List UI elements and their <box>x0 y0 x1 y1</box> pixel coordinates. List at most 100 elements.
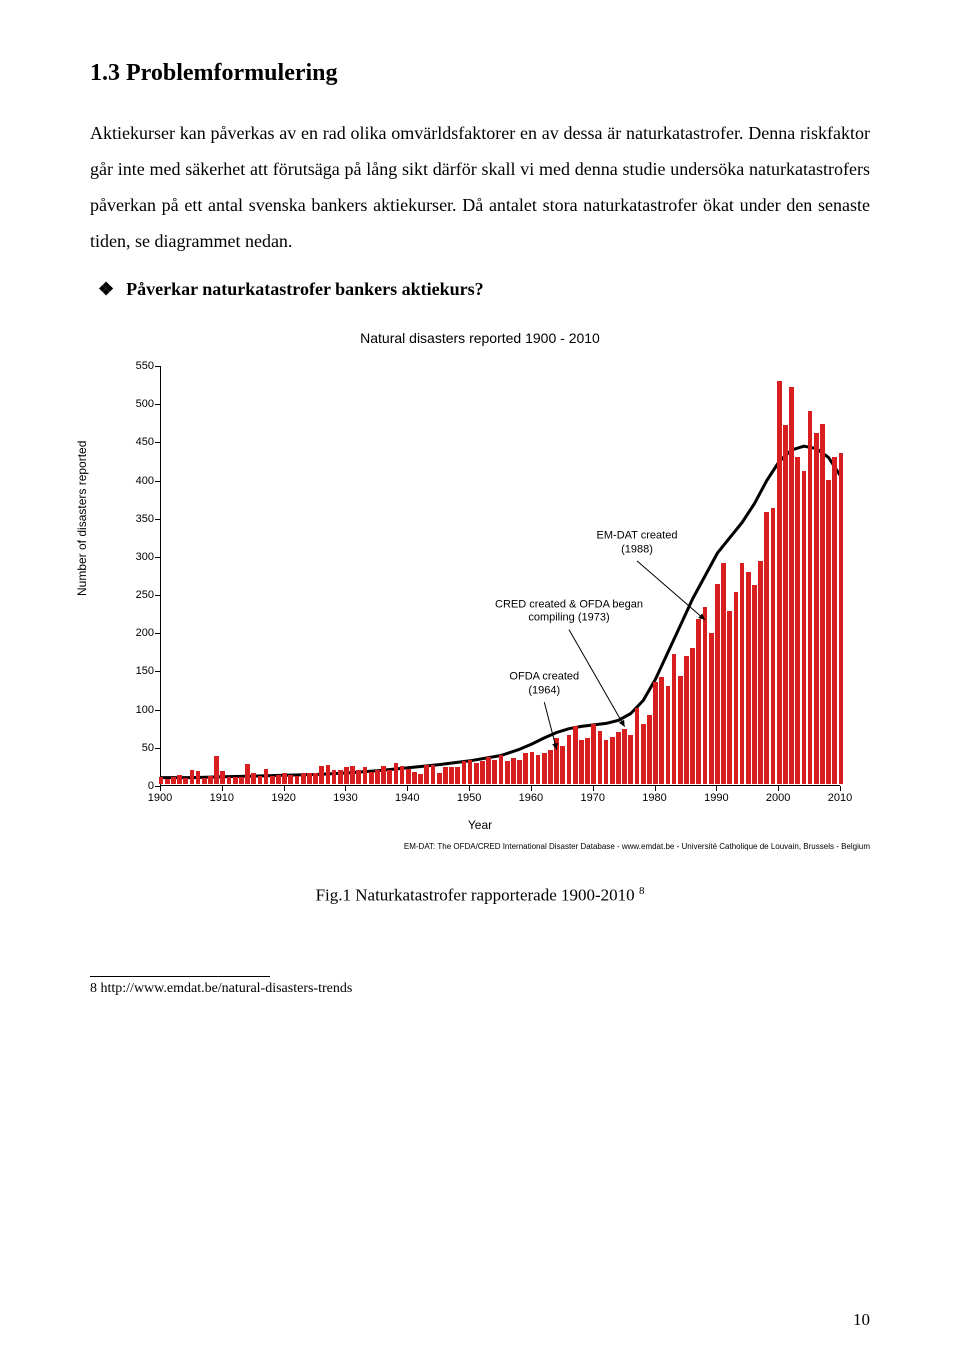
chart-annotation: CRED created & OFDA begancompiling (1973… <box>495 598 643 626</box>
bar <box>542 753 547 784</box>
ytick-mark <box>155 366 160 367</box>
xtick-mark <box>593 786 594 791</box>
bar <box>492 760 497 784</box>
figure-caption: Fig.1 Naturkatastrofer rapporterade 1900… <box>90 885 870 906</box>
bar <box>696 619 701 784</box>
figure-caption-text: Fig.1 Naturkatastrofer rapporterade 1900… <box>316 886 635 905</box>
bar <box>839 453 844 784</box>
xtick-label: 2000 <box>766 792 790 804</box>
bar <box>387 770 392 784</box>
bar <box>301 773 306 784</box>
ytick-label: 300 <box>120 551 154 563</box>
ytick-label: 150 <box>120 665 154 677</box>
ytick-mark <box>155 442 160 443</box>
bar <box>375 770 380 785</box>
bar <box>338 770 343 785</box>
bar <box>313 773 318 784</box>
bar <box>826 480 831 784</box>
bar <box>455 767 460 784</box>
diamond-bullet-icon: ❖ <box>98 280 114 298</box>
ytick-label: 350 <box>120 513 154 525</box>
bar <box>802 471 807 784</box>
bar <box>258 776 263 784</box>
bar <box>196 771 201 784</box>
bar <box>282 773 287 784</box>
section-heading: 1.3 Problemformulering <box>90 60 870 87</box>
bar <box>505 761 510 784</box>
bar <box>394 763 399 784</box>
bar <box>783 425 788 784</box>
bar <box>814 433 819 784</box>
bar <box>264 769 269 784</box>
bar <box>703 607 708 784</box>
bar <box>412 772 417 784</box>
bar <box>727 611 732 784</box>
bar <box>585 738 590 784</box>
bar <box>369 772 374 784</box>
ytick-mark <box>155 481 160 482</box>
xtick-label: 2010 <box>828 792 852 804</box>
ytick-label: 450 <box>120 436 154 448</box>
bar <box>536 755 541 784</box>
bar <box>530 752 535 784</box>
xtick-label: 1910 <box>210 792 234 804</box>
xtick-mark <box>469 786 470 791</box>
ytick-label: 100 <box>120 704 154 716</box>
bar <box>208 776 213 784</box>
plot-box: OFDA created(1964) CRED created & OFDA be… <box>160 366 840 786</box>
bar <box>622 729 627 784</box>
bar <box>573 726 578 784</box>
bar <box>356 770 361 784</box>
bar <box>789 387 794 784</box>
bar <box>350 766 355 784</box>
ytick-label: 250 <box>120 589 154 601</box>
bar <box>233 777 238 784</box>
xtick-label: 1990 <box>704 792 728 804</box>
bar <box>678 676 683 784</box>
bar <box>381 766 386 784</box>
bar <box>214 756 219 784</box>
bar <box>227 777 232 784</box>
ytick-label: 550 <box>120 360 154 372</box>
chart-annotation: OFDA created(1964) <box>509 671 579 699</box>
bar <box>165 779 170 784</box>
bar <box>721 563 726 784</box>
xtick-label: 1940 <box>395 792 419 804</box>
bar <box>462 761 467 784</box>
bar <box>400 766 405 784</box>
xtick-mark <box>840 786 841 791</box>
ytick-label: 400 <box>120 475 154 487</box>
xtick-label: 1960 <box>519 792 543 804</box>
bar <box>517 760 522 784</box>
bar <box>159 777 164 784</box>
xtick-label: 1930 <box>333 792 357 804</box>
bar <box>276 775 281 784</box>
bar <box>598 731 603 784</box>
bar <box>319 766 324 784</box>
xtick-label: 1970 <box>580 792 604 804</box>
bar <box>777 381 782 784</box>
chart-ylabel: Number of disasters reported <box>75 441 89 596</box>
bar <box>560 746 565 784</box>
bar <box>190 770 195 784</box>
research-question-text: Påverkar naturkatastrofer bankers aktiek… <box>126 279 484 300</box>
xtick-mark <box>407 786 408 791</box>
chart-source: EM-DAT: The OFDA/CRED International Disa… <box>90 842 870 851</box>
bar <box>771 508 776 784</box>
bar <box>177 775 182 784</box>
bar <box>418 774 423 784</box>
footnote-marker: 8 <box>90 981 97 996</box>
bar <box>363 767 368 784</box>
paragraph-problemformulering: Aktiekurser kan påverkas av en rad olika… <box>90 115 870 259</box>
bar <box>659 677 664 784</box>
bar <box>449 767 454 784</box>
bar <box>326 765 331 784</box>
ytick-mark <box>155 519 160 520</box>
bar <box>734 592 739 784</box>
ytick-label: 50 <box>120 742 154 754</box>
bar <box>641 724 646 784</box>
ytick-mark <box>155 633 160 634</box>
bar <box>684 656 689 784</box>
bar <box>468 760 473 784</box>
bar <box>554 738 559 784</box>
